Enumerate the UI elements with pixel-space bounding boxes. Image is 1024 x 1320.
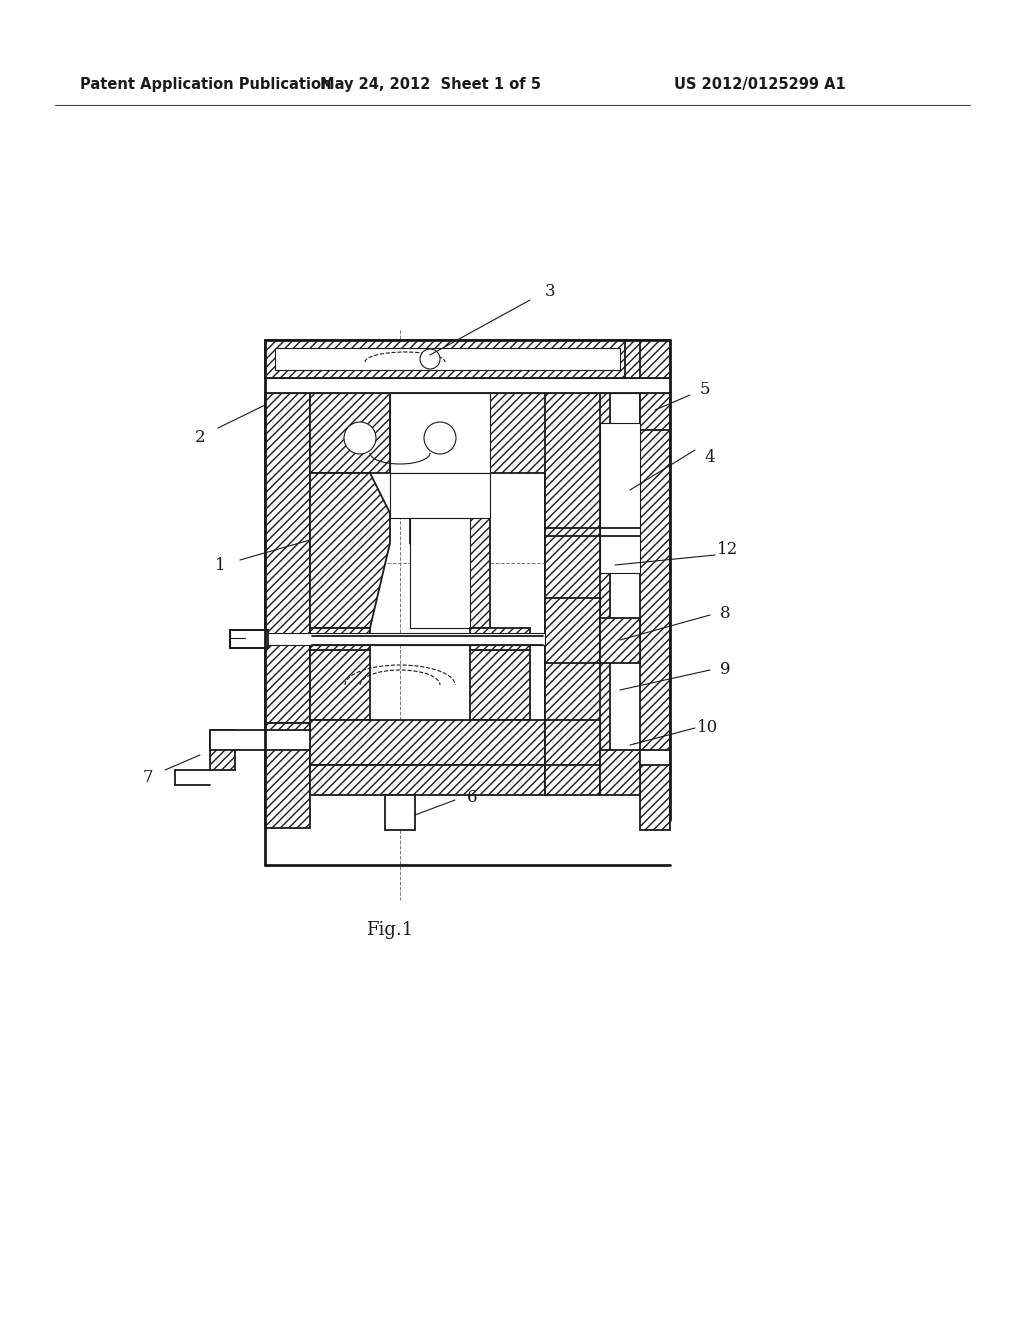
Text: May 24, 2012  Sheet 1 of 5: May 24, 2012 Sheet 1 of 5 [319, 78, 541, 92]
Text: Patent Application Publication: Patent Application Publication [80, 78, 332, 92]
Text: 12: 12 [718, 541, 738, 558]
Bar [600, 750, 640, 795]
Text: 3: 3 [545, 284, 555, 301]
Polygon shape [410, 473, 490, 628]
Circle shape [424, 422, 456, 454]
Bar [545, 393, 610, 783]
Bar [265, 378, 670, 393]
Bar [210, 730, 310, 750]
Bar [230, 630, 268, 648]
Bar [545, 598, 600, 663]
Bar [310, 766, 545, 795]
Text: Fig.1: Fig.1 [367, 921, 414, 939]
Bar [545, 393, 600, 795]
Text: 8: 8 [720, 605, 730, 622]
Bar [310, 393, 390, 473]
Circle shape [344, 422, 376, 454]
Bar [310, 649, 370, 719]
Bar [625, 341, 670, 378]
Text: 9: 9 [720, 661, 730, 678]
Text: 4: 4 [705, 450, 716, 466]
Bar [310, 628, 370, 649]
Bar [490, 393, 555, 473]
Bar [210, 730, 234, 770]
Text: 5: 5 [699, 381, 711, 399]
Bar [600, 422, 640, 573]
Text: 1: 1 [215, 557, 225, 573]
Text: 7: 7 [142, 770, 154, 787]
Bar [470, 649, 530, 719]
Bar [640, 378, 670, 430]
Text: 6: 6 [467, 789, 477, 807]
Bar [640, 341, 670, 830]
Text: 2: 2 [195, 429, 206, 446]
Bar [470, 628, 530, 649]
Text: 10: 10 [697, 719, 719, 737]
Bar [410, 517, 470, 628]
Bar [265, 723, 310, 828]
Bar [545, 719, 600, 766]
Bar [385, 795, 415, 830]
Bar [390, 473, 490, 517]
Bar [600, 618, 640, 663]
Bar [265, 634, 545, 645]
Bar [265, 393, 310, 723]
Circle shape [420, 348, 440, 370]
Bar [640, 750, 670, 766]
Bar [390, 393, 490, 473]
Text: US 2012/0125299 A1: US 2012/0125299 A1 [674, 78, 846, 92]
Bar [265, 341, 670, 378]
Bar [275, 348, 620, 370]
Bar [310, 719, 545, 766]
Polygon shape [310, 473, 390, 628]
